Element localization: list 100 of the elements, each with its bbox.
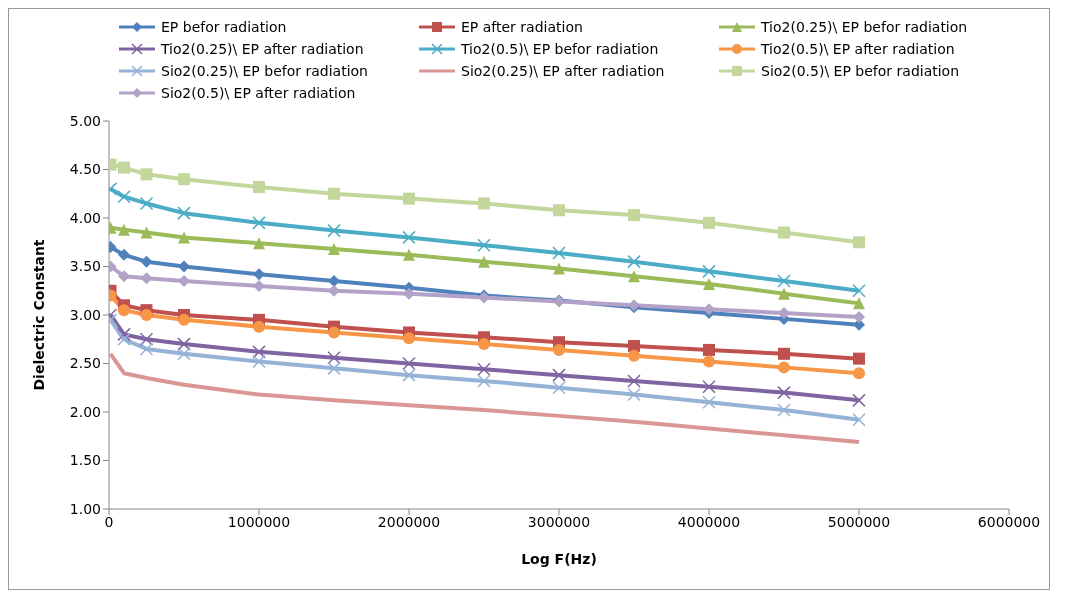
point [118, 248, 130, 261]
point [403, 192, 415, 205]
point [402, 368, 416, 382]
line-series [109, 351, 861, 445]
y-axis-title: Dielectric Constant [30, 239, 47, 391]
point [477, 238, 491, 252]
y-tick-label: 4.00 [69, 209, 101, 226]
point [118, 161, 130, 174]
point [328, 326, 340, 339]
point [178, 313, 190, 326]
point [403, 248, 415, 261]
legend-label: Tio2(0.5)\ EP befor radiation [461, 41, 659, 57]
point [178, 173, 190, 186]
point [139, 342, 154, 356]
point [552, 381, 566, 395]
legend-label: Sio2(0.5)\ EP after radiation [161, 85, 356, 101]
point [777, 385, 791, 400]
point [628, 209, 640, 222]
point [703, 343, 715, 356]
x-tick-label: 0 [104, 513, 114, 530]
legend-label: Sio2(0.25)\ EP befor radiation [161, 63, 368, 79]
point [478, 338, 490, 351]
y-tick-label: 5.00 [69, 112, 101, 129]
point [853, 236, 865, 249]
point [252, 345, 266, 359]
point [478, 197, 490, 210]
point [140, 168, 153, 181]
point [777, 274, 791, 288]
point [253, 320, 265, 333]
point [778, 307, 790, 320]
point [553, 204, 565, 217]
point [853, 310, 865, 323]
point [139, 196, 154, 211]
legend-label: EP after radiation [461, 19, 583, 35]
point [627, 387, 641, 402]
y-tick-label: 1.00 [69, 500, 101, 517]
x-tick-label: 3000000 [527, 513, 591, 530]
y-tick-label: 4.50 [69, 161, 101, 178]
point [853, 367, 865, 380]
y-tick-label: 2.00 [69, 403, 101, 420]
point [177, 206, 191, 220]
point [702, 264, 716, 279]
point [778, 347, 790, 360]
point [253, 237, 265, 250]
point [327, 361, 341, 376]
point [140, 226, 153, 239]
x-axis-title: Log F(Hz) [521, 551, 597, 567]
point [478, 255, 490, 268]
y-tick-label: 3.00 [69, 306, 101, 323]
point [253, 180, 265, 193]
point [852, 413, 866, 427]
point [553, 262, 565, 275]
point [252, 354, 266, 369]
point [778, 287, 790, 300]
point [178, 260, 190, 273]
point [178, 231, 190, 244]
point [778, 226, 790, 239]
point [140, 309, 153, 321]
legend-label: Tio2(0.25)\ EP befor radiation [761, 19, 968, 35]
point [327, 223, 341, 238]
point [253, 279, 265, 292]
point [118, 223, 130, 236]
x-tick-label: 4000000 [677, 513, 741, 530]
point [177, 347, 191, 361]
point [118, 304, 130, 317]
point [777, 403, 791, 417]
y-tick-label: 3.50 [69, 258, 101, 275]
point [139, 332, 154, 346]
point [177, 337, 191, 351]
x-tick-label: 6000000 [977, 513, 1041, 530]
point [477, 374, 491, 388]
point [703, 355, 715, 368]
x-tick-label: 2000000 [377, 513, 441, 530]
point [252, 216, 266, 230]
y-tick-label: 1.50 [69, 452, 101, 469]
point [852, 284, 866, 298]
point [628, 270, 640, 283]
point [140, 255, 153, 268]
point [628, 349, 640, 362]
point [402, 230, 416, 245]
point [328, 187, 340, 200]
point [703, 277, 715, 290]
y-tick-label: 2.50 [69, 355, 101, 372]
point [327, 350, 341, 365]
point [552, 246, 566, 260]
x-tick-label: 5000000 [827, 513, 891, 530]
point [628, 340, 640, 353]
point [117, 332, 131, 346]
legend-label: Tio2(0.5)\ EP after radiation [761, 41, 955, 57]
legend-label: EP befor radiation [161, 19, 287, 35]
point [702, 380, 716, 394]
point [853, 352, 865, 365]
point [552, 368, 566, 382]
legend-label: Sio2(0.5)\ EP befor radiation [761, 63, 960, 79]
point [553, 343, 565, 356]
point [853, 297, 865, 310]
point [477, 362, 491, 377]
point [627, 254, 641, 269]
legend-label: Sio2(0.25)\ EP after radiation [461, 63, 665, 79]
point [852, 393, 866, 408]
